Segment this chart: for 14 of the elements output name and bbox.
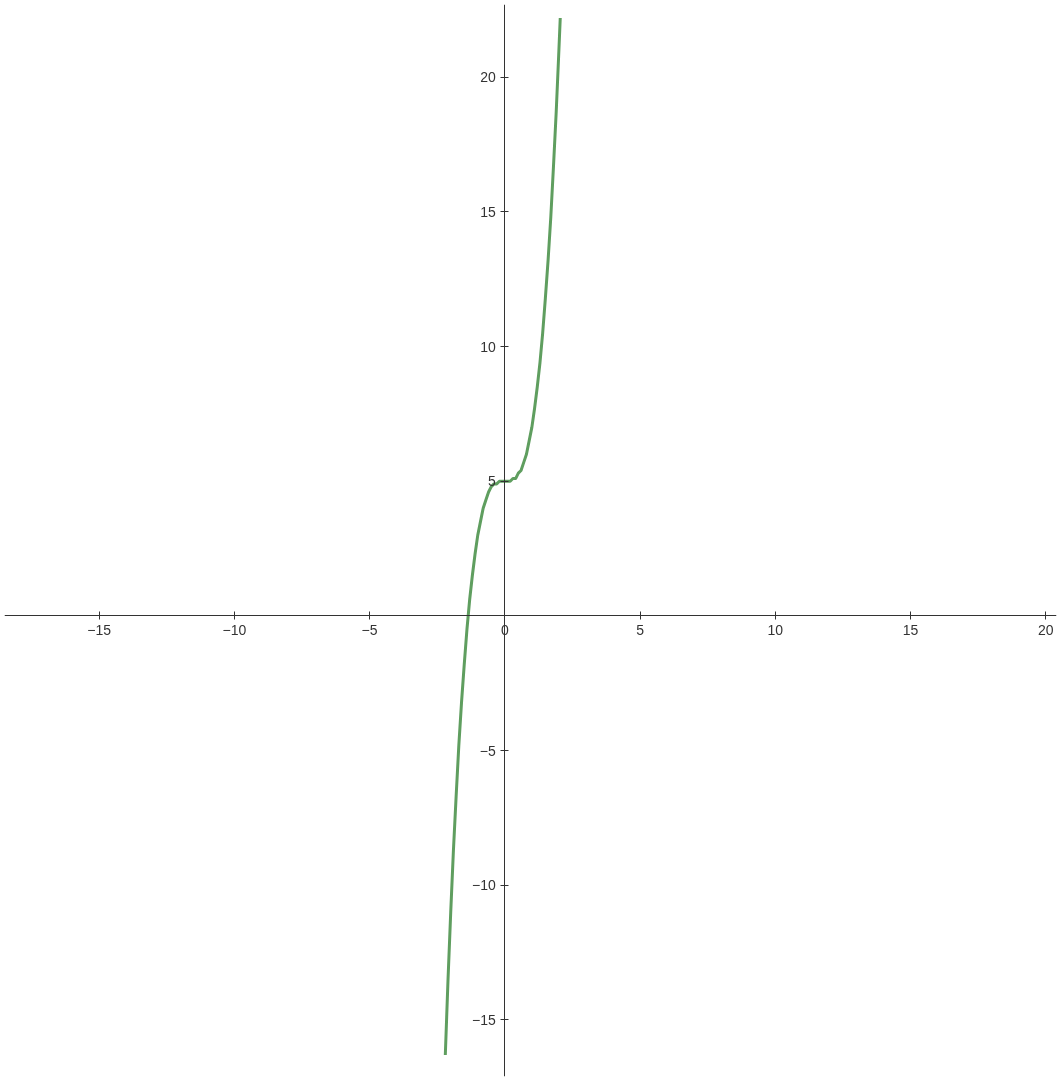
x-tick-label: 10	[767, 621, 784, 638]
x-tick-label: −5	[361, 621, 378, 638]
y-tick-label: −10	[472, 877, 497, 894]
line-series	[443, 16, 562, 1057]
y-tick-label: 15	[480, 203, 497, 220]
x-tick-label: 20	[1037, 621, 1054, 638]
x-tick-label: −15	[87, 621, 112, 638]
y-tick-label: 20	[480, 69, 497, 86]
y-tick-label: 10	[480, 338, 497, 355]
x-tick-label: −10	[222, 621, 247, 638]
x-tick-label: 15	[902, 621, 919, 638]
y-tick-label: −5	[479, 742, 497, 759]
y-tick-label: −15	[472, 1011, 497, 1028]
x-tick-label: 5	[636, 621, 645, 638]
